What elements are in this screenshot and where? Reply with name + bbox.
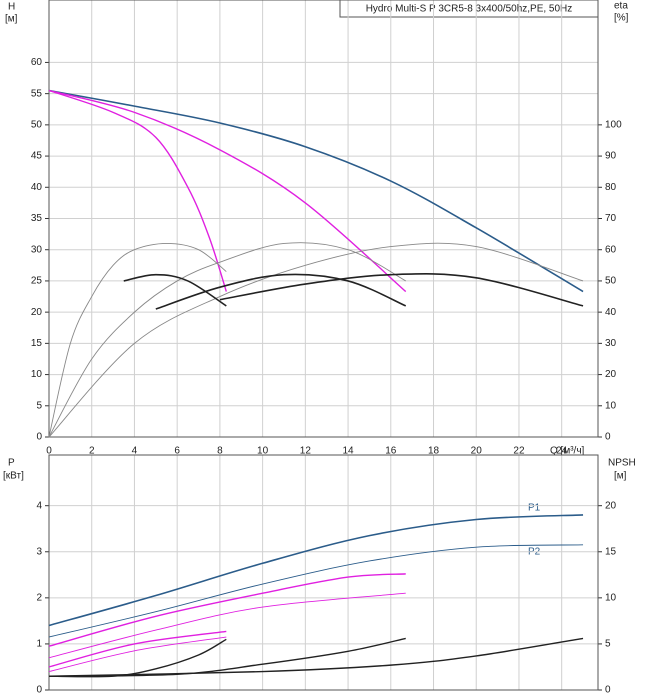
x-tick-label: 24 (556, 446, 568, 457)
y2-tick-label: 90 (605, 151, 617, 162)
y-tick-label: 20 (31, 307, 43, 318)
x-tick-label: 12 (300, 446, 312, 457)
curve (48, 243, 227, 438)
curve (48, 636, 227, 673)
y2-tick-label: 10 (605, 592, 617, 603)
y2-tick-label: 100 (605, 119, 622, 130)
y2-axis-unit: [м] (614, 471, 627, 482)
y2-tick-label: 5 (605, 639, 611, 650)
curve (48, 544, 584, 638)
x-tick-label: 20 (471, 446, 483, 457)
y2-tick-label: 20 (605, 369, 617, 380)
curve (48, 89, 227, 292)
curve (219, 273, 584, 307)
y-tick-label: 30 (31, 244, 43, 255)
curve (123, 273, 227, 307)
x-tick-label: 2 (89, 446, 95, 457)
x-axis-label: Q [м³/ч] (550, 446, 585, 457)
y-axis-unit: [кВт] (3, 471, 24, 482)
y2-tick-label: 30 (605, 338, 617, 349)
y-tick-label: 60 (31, 57, 43, 68)
y-tick-label: 0 (36, 432, 42, 443)
y-tick-label: 4 (36, 500, 42, 511)
x-tick-label: 10 (257, 446, 269, 457)
curve (48, 592, 406, 659)
x-tick-label: 8 (217, 446, 223, 457)
y2-tick-label: 50 (605, 276, 617, 287)
y-tick-label: 15 (31, 338, 43, 349)
curve (48, 573, 406, 647)
x-tick-label: 14 (343, 446, 355, 457)
curve (48, 242, 584, 438)
y2-tick-label: 70 (605, 213, 617, 224)
y2-tick-label: 40 (605, 307, 617, 318)
y-tick-label: 3 (36, 546, 42, 557)
y-tick-label: 55 (31, 88, 43, 99)
y2-axis-label: eta (614, 1, 628, 12)
plot-frame (48, 0, 599, 438)
curve (48, 89, 584, 293)
curve (155, 273, 407, 310)
y-tick-label: 10 (31, 369, 43, 380)
chart-title: Hydro Multi-S P 3CR5-8 3x400/50hz,PE, 50… (366, 4, 573, 15)
y-tick-label: 35 (31, 213, 43, 224)
x-tick-label: 16 (385, 446, 397, 457)
y-axis-label: P (8, 458, 15, 469)
y-tick-label: 50 (31, 119, 43, 130)
y2-tick-label: 80 (605, 182, 617, 193)
y2-tick-label: 10 (605, 400, 617, 411)
curve (48, 514, 584, 627)
y2-tick-label: 0 (605, 685, 611, 696)
x-tick-label: 18 (428, 446, 440, 457)
y2-tick-label: 20 (605, 500, 617, 511)
y-tick-label: 1 (36, 639, 42, 650)
y-tick-label: 2 (36, 592, 42, 603)
y-tick-label: 45 (31, 151, 43, 162)
plot-frame (48, 454, 599, 691)
y2-axis-unit: [%] (614, 13, 629, 24)
x-tick-label: 6 (174, 446, 180, 457)
curve (48, 89, 407, 293)
y-axis-label: H (8, 2, 15, 13)
y2-tick-label: 60 (605, 244, 617, 255)
curve (48, 630, 227, 668)
y-tick-label: 0 (36, 685, 42, 696)
curve (48, 637, 406, 677)
y2-tick-label: 15 (605, 546, 617, 557)
y-tick-label: 5 (36, 400, 42, 411)
curve (48, 637, 584, 677)
y-tick-label: 25 (31, 276, 43, 287)
y-axis-unit: [м] (5, 14, 18, 25)
y2-axis-label: NPSH (608, 458, 636, 469)
x-tick-label: 4 (132, 446, 138, 457)
annotation: P1 (528, 503, 541, 514)
x-tick-label: 22 (513, 446, 525, 457)
curve (48, 638, 227, 678)
x-tick-label: 0 (46, 446, 52, 457)
curve (48, 242, 406, 438)
y2-tick-label: 0 (605, 432, 611, 443)
y-tick-label: 40 (31, 182, 43, 193)
